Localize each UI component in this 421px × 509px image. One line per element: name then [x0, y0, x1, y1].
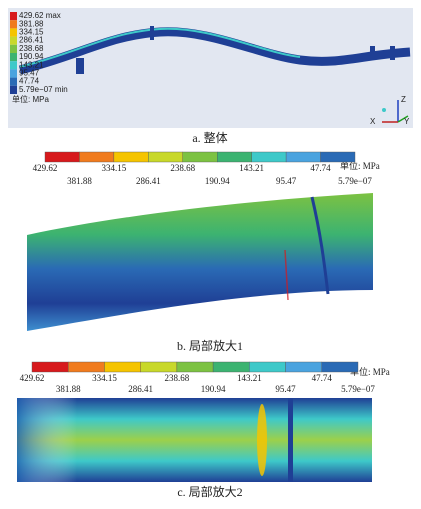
- scale-label: 238.68: [165, 373, 190, 383]
- flange: [150, 26, 154, 40]
- origin-dot: [382, 108, 386, 112]
- pipe: [18, 27, 411, 75]
- axis-label: X: [370, 117, 376, 126]
- color-bar-segment: [182, 151, 218, 163]
- scale-label: 190.94: [205, 176, 230, 186]
- legend-swatch: [10, 61, 17, 70]
- legend-swatch: [10, 77, 17, 86]
- color-bar-segment: [31, 361, 69, 373]
- color-bar-segment: [249, 361, 286, 373]
- color-bar-segment: [104, 361, 141, 373]
- color-bar-segment: [321, 361, 359, 373]
- scale-label: 429.62: [20, 373, 45, 383]
- flange: [370, 46, 375, 60]
- flange: [390, 46, 395, 60]
- scale-label: 381.88: [56, 384, 81, 394]
- hotspot: [257, 404, 267, 476]
- color-bar-segment: [212, 361, 250, 373]
- color-bar-segment: [44, 151, 80, 163]
- color-bar-segment: [140, 361, 178, 373]
- color-bar-segment: [320, 151, 356, 163]
- scale-label: 190.94: [201, 384, 226, 394]
- caption: c. 局部放大2: [177, 484, 242, 499]
- scale-label: 47.74: [310, 163, 331, 173]
- caption: a. 整体: [192, 130, 227, 145]
- color-bar-segment: [79, 151, 115, 163]
- axis-label: Z: [401, 95, 406, 104]
- unit: 单位: MPa: [12, 94, 49, 104]
- scale-label: 143.21: [237, 373, 262, 383]
- legend-swatch: [10, 12, 17, 21]
- scale-label: 95.47: [275, 384, 296, 394]
- color-bar-segment: [113, 151, 149, 163]
- pipe-highlight: [19, 27, 301, 68]
- legend-label: 238.68: [19, 44, 44, 53]
- weld: [288, 398, 293, 482]
- legend-label: 143.21: [19, 60, 44, 69]
- legend-swatch: [10, 69, 17, 78]
- legend-swatch: [10, 44, 17, 53]
- legend-label: 5.79e−07 min: [19, 85, 68, 94]
- unit: 单位: MPa: [340, 160, 380, 171]
- scale-label: 334.15: [92, 373, 117, 383]
- legend-swatch: [10, 85, 17, 94]
- legend-label: 95.47: [19, 69, 40, 78]
- color-bar-segment: [285, 151, 321, 163]
- scale-label: 286.41: [136, 176, 161, 186]
- legend-label: 381.88: [19, 19, 44, 28]
- legend-swatch: [10, 28, 17, 37]
- legend-label: 47.74: [19, 77, 40, 86]
- color-bar-segment: [217, 151, 252, 163]
- color-bar-segment: [251, 151, 287, 163]
- flange: [76, 58, 84, 74]
- axis-triad: [382, 100, 409, 123]
- color-bar-segment: [285, 361, 322, 373]
- scale-label: 95.47: [276, 176, 297, 186]
- scale-label: 143.21: [239, 163, 264, 173]
- color-bar-segment: [148, 151, 183, 163]
- pipe-zoom: [27, 193, 373, 331]
- scale-label: 238.68: [170, 163, 195, 173]
- shading: [17, 398, 137, 482]
- legend-swatch: [10, 36, 17, 45]
- legend-label: 429.62 max: [19, 11, 61, 20]
- legend-swatch: [10, 53, 17, 62]
- hotspot: [284, 249, 289, 301]
- axis-label: Y: [404, 117, 410, 126]
- panel-a-image: [8, 8, 413, 128]
- scale-label: 429.62: [33, 163, 58, 173]
- scale-label: 381.88: [67, 176, 92, 186]
- legend-label: 286.41: [19, 36, 44, 45]
- axis-y: [397, 115, 409, 123]
- unit: 单位: MPa: [350, 366, 390, 377]
- scale-label: 334.15: [102, 163, 127, 173]
- scale-label: 5.79e−07: [341, 384, 375, 394]
- color-bar-segment: [176, 361, 214, 373]
- scale-label: 286.41: [128, 384, 153, 394]
- color-bar-segment: [68, 361, 105, 373]
- caption: b. 局部放大1: [177, 338, 243, 353]
- scale-label: 5.79e−07: [338, 176, 372, 186]
- legend-label: 334.15: [19, 28, 44, 37]
- weld: [310, 196, 330, 295]
- legend-label: 190.94: [19, 52, 44, 61]
- scale-label: 47.74: [312, 373, 333, 383]
- legend-swatch: [10, 20, 17, 29]
